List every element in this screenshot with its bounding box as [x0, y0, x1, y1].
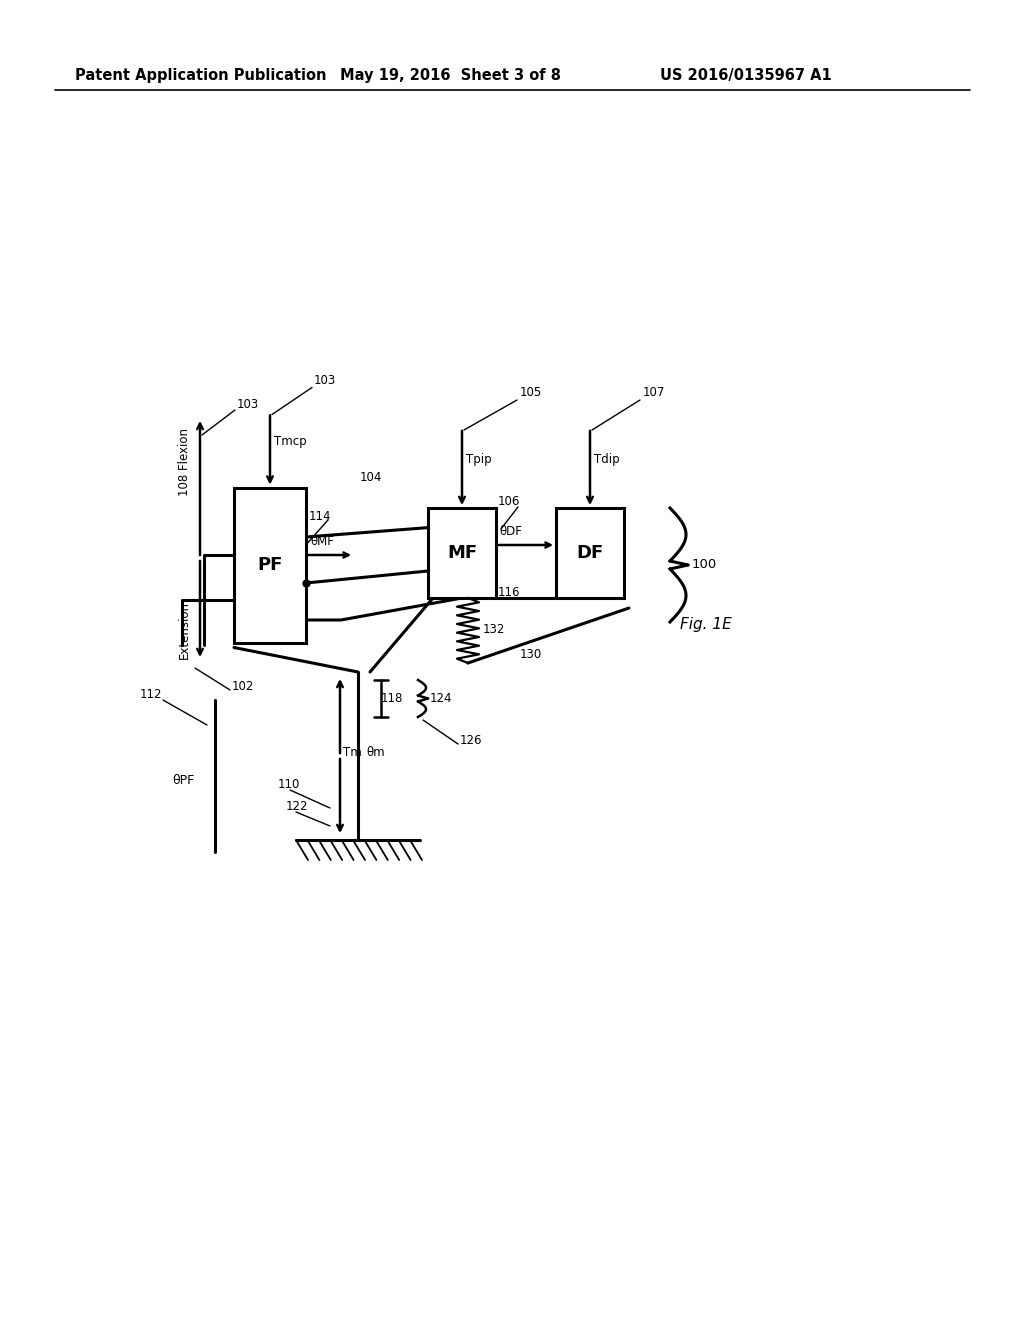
Bar: [234, 487, 306, 643]
Text: 106: 106: [498, 495, 520, 508]
Text: 103: 103: [314, 374, 336, 387]
Text: 102: 102: [232, 680, 254, 693]
Text: θDF: θDF: [499, 525, 522, 539]
Text: MF: MF: [446, 544, 477, 562]
Text: 108 Flexion: 108 Flexion: [177, 428, 190, 496]
Text: US 2016/0135967 A1: US 2016/0135967 A1: [660, 69, 831, 83]
Text: 122: 122: [286, 800, 308, 813]
Text: DF: DF: [577, 544, 603, 562]
Text: Tmcp: Tmcp: [274, 436, 306, 449]
Text: Extension: Extension: [177, 601, 190, 659]
Text: Fig. 1E: Fig. 1E: [680, 616, 732, 632]
Text: θMF: θMF: [310, 535, 334, 548]
Text: PF: PF: [257, 556, 283, 574]
Text: 126: 126: [460, 734, 482, 747]
Text: 114: 114: [309, 510, 332, 523]
Text: 130: 130: [520, 648, 543, 661]
Text: θPF: θPF: [172, 774, 195, 787]
Text: 118: 118: [381, 692, 403, 705]
Text: 104: 104: [360, 471, 382, 484]
Text: Tm: Tm: [343, 746, 361, 759]
Bar: [428, 508, 496, 598]
Bar: [556, 508, 624, 598]
Text: 112: 112: [140, 688, 163, 701]
Text: θm: θm: [366, 746, 385, 759]
Text: May 19, 2016  Sheet 3 of 8: May 19, 2016 Sheet 3 of 8: [340, 69, 561, 83]
Text: 100: 100: [692, 558, 717, 572]
Text: Tpip: Tpip: [466, 453, 492, 466]
Text: 116: 116: [498, 586, 520, 599]
Text: Patent Application Publication: Patent Application Publication: [75, 69, 327, 83]
Text: 103: 103: [237, 399, 259, 412]
Text: 110: 110: [278, 777, 300, 791]
Text: 132: 132: [483, 623, 506, 636]
Text: 124: 124: [430, 692, 453, 705]
Text: Tdip: Tdip: [594, 453, 620, 466]
Text: 107: 107: [643, 387, 666, 400]
Text: 105: 105: [520, 387, 543, 400]
